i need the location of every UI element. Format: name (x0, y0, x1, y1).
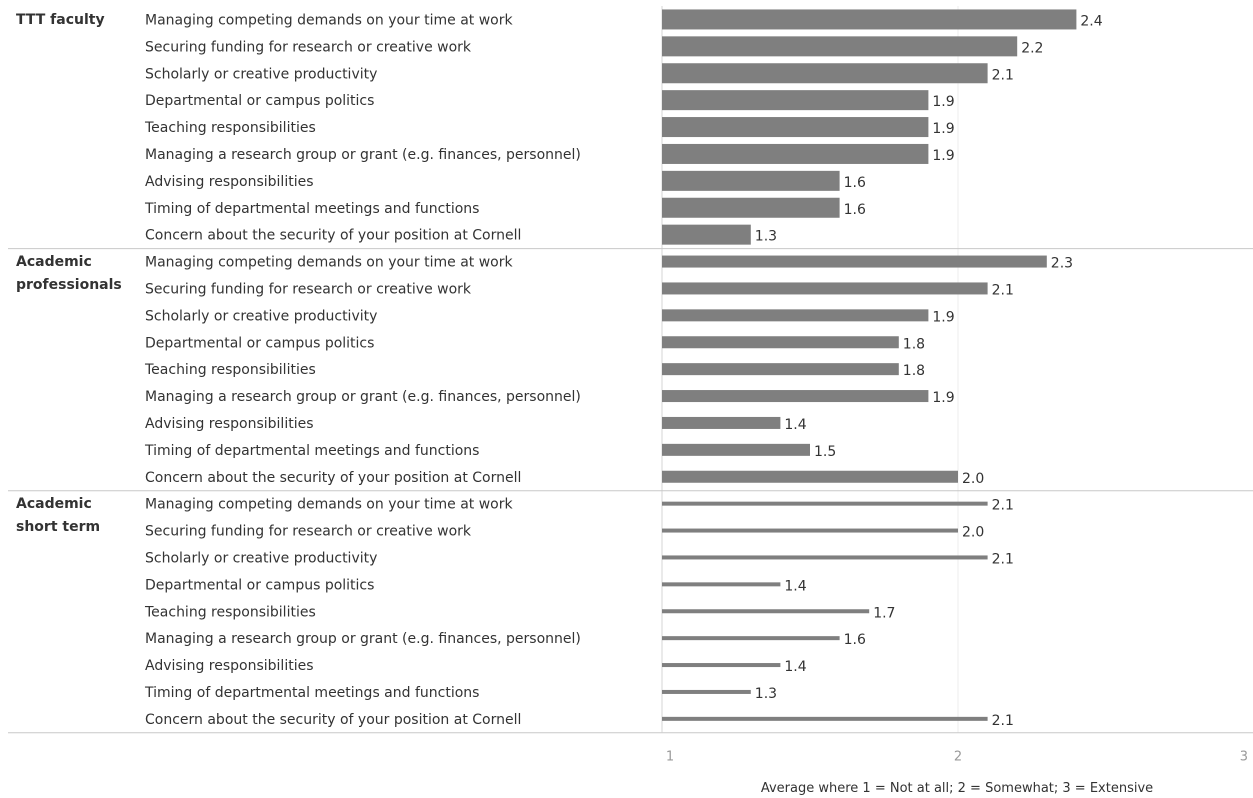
data-label: 1.8 (903, 336, 925, 352)
bar (662, 363, 899, 376)
bar (662, 170, 840, 191)
bar (662, 309, 929, 322)
category-label: Securing funding for research or creativ… (145, 524, 472, 540)
data-label: 2.1 (992, 713, 1014, 729)
category-label: Departmental or campus politics (145, 577, 374, 593)
category-label: Securing funding for research or creativ… (145, 39, 472, 55)
category-label: Managing competing demands on your time … (145, 12, 513, 28)
bar (662, 117, 929, 138)
category-label: Managing a research group or grant (e.g.… (145, 147, 581, 163)
data-label: 1.6 (844, 175, 866, 191)
data-label: 1.9 (932, 94, 954, 110)
bar (662, 143, 929, 164)
group-label: Academic (16, 254, 92, 270)
bar (662, 609, 870, 614)
data-label: 1.4 (784, 417, 806, 433)
bar (662, 443, 810, 456)
bar (662, 90, 929, 111)
bar (662, 528, 958, 533)
category-label: Scholarly or creative productivity (145, 66, 377, 82)
bar (662, 501, 988, 506)
category-label: Departmental or campus politics (145, 335, 374, 351)
category-label: Teaching responsibilities (144, 120, 316, 136)
bar (662, 282, 988, 295)
category-label: Scholarly or creative productivity (145, 308, 377, 324)
data-label: 1.9 (932, 148, 954, 164)
bar (662, 390, 929, 403)
bar (662, 255, 1047, 268)
category-label: Teaching responsibilities (144, 604, 316, 620)
bar (662, 663, 781, 668)
group-label: short term (16, 519, 100, 535)
category-label: Concern about the security of your posit… (145, 712, 521, 728)
x-axis-title: Average where 1 = Not at all; 2 = Somewh… (761, 781, 1153, 796)
data-label: 1.4 (784, 659, 806, 675)
data-label: 2.2 (1021, 40, 1043, 56)
data-label: 1.9 (932, 390, 954, 406)
category-label: Advising responsibilities (145, 416, 314, 432)
bar (662, 9, 1077, 30)
category-label: Departmental or campus politics (145, 93, 374, 109)
data-label: 2.0 (962, 471, 984, 487)
bar (662, 36, 1018, 57)
bar (662, 197, 840, 218)
bar (662, 470, 958, 483)
data-label: 1.8 (903, 363, 925, 379)
category-label: Teaching responsibilities (144, 362, 316, 378)
bar (662, 416, 781, 429)
category-label: Concern about the security of your posit… (145, 228, 521, 244)
data-label: 2.4 (1080, 13, 1102, 29)
bar (662, 636, 840, 641)
category-label: Securing funding for research or creativ… (145, 281, 472, 297)
category-label: Managing a research group or grant (e.g.… (145, 389, 581, 405)
labels: TTT faculty Managing competing demands on… (16, 12, 1103, 729)
category-label: Concern about the security of your posit… (145, 470, 521, 486)
bar (662, 555, 988, 560)
bar (662, 63, 988, 84)
x-tick-label: 2 (954, 749, 962, 764)
bar (662, 716, 988, 721)
group-label: TTT faculty (16, 12, 105, 28)
data-label: 2.1 (992, 551, 1014, 567)
x-axis: 1 2 3 (666, 749, 1248, 764)
x-tick-label: 3 (1240, 749, 1248, 764)
group-label: professionals (16, 277, 122, 293)
data-label: 1.9 (932, 121, 954, 137)
data-label: 1.4 (784, 578, 806, 594)
data-label: 1.9 (932, 309, 954, 325)
data-label: 2.1 (992, 282, 1014, 298)
data-label: 2.1 (992, 498, 1014, 514)
data-label: 1.6 (844, 202, 866, 218)
category-label: Managing competing demands on your time … (145, 255, 513, 271)
data-label: 2.3 (1051, 256, 1073, 272)
category-label: Advising responsibilities (145, 174, 314, 190)
x-tick-label: 1 (666, 749, 674, 764)
group-label: Academic (16, 496, 92, 512)
bar (662, 689, 751, 694)
data-label: 2.0 (962, 525, 984, 541)
data-label: 1.7 (873, 605, 895, 621)
bar (662, 336, 899, 349)
data-label: 2.1 (992, 67, 1014, 83)
category-label: Timing of departmental meetings and func… (144, 685, 479, 701)
category-label: Timing of departmental meetings and func… (144, 201, 479, 217)
category-label: Advising responsibilities (145, 658, 314, 674)
category-label: Scholarly or creative productivity (145, 550, 377, 566)
data-label: 1.6 (844, 632, 866, 648)
bar (662, 582, 781, 587)
data-label: 1.5 (814, 444, 836, 460)
data-label: 1.3 (755, 686, 777, 702)
category-label: Managing a research group or grant (e.g.… (145, 631, 581, 647)
category-label: Timing of departmental meetings and func… (144, 443, 479, 459)
data-label: 1.3 (755, 229, 777, 245)
bars (662, 9, 1077, 721)
bar (662, 224, 751, 245)
category-label: Managing competing demands on your time … (145, 497, 513, 513)
